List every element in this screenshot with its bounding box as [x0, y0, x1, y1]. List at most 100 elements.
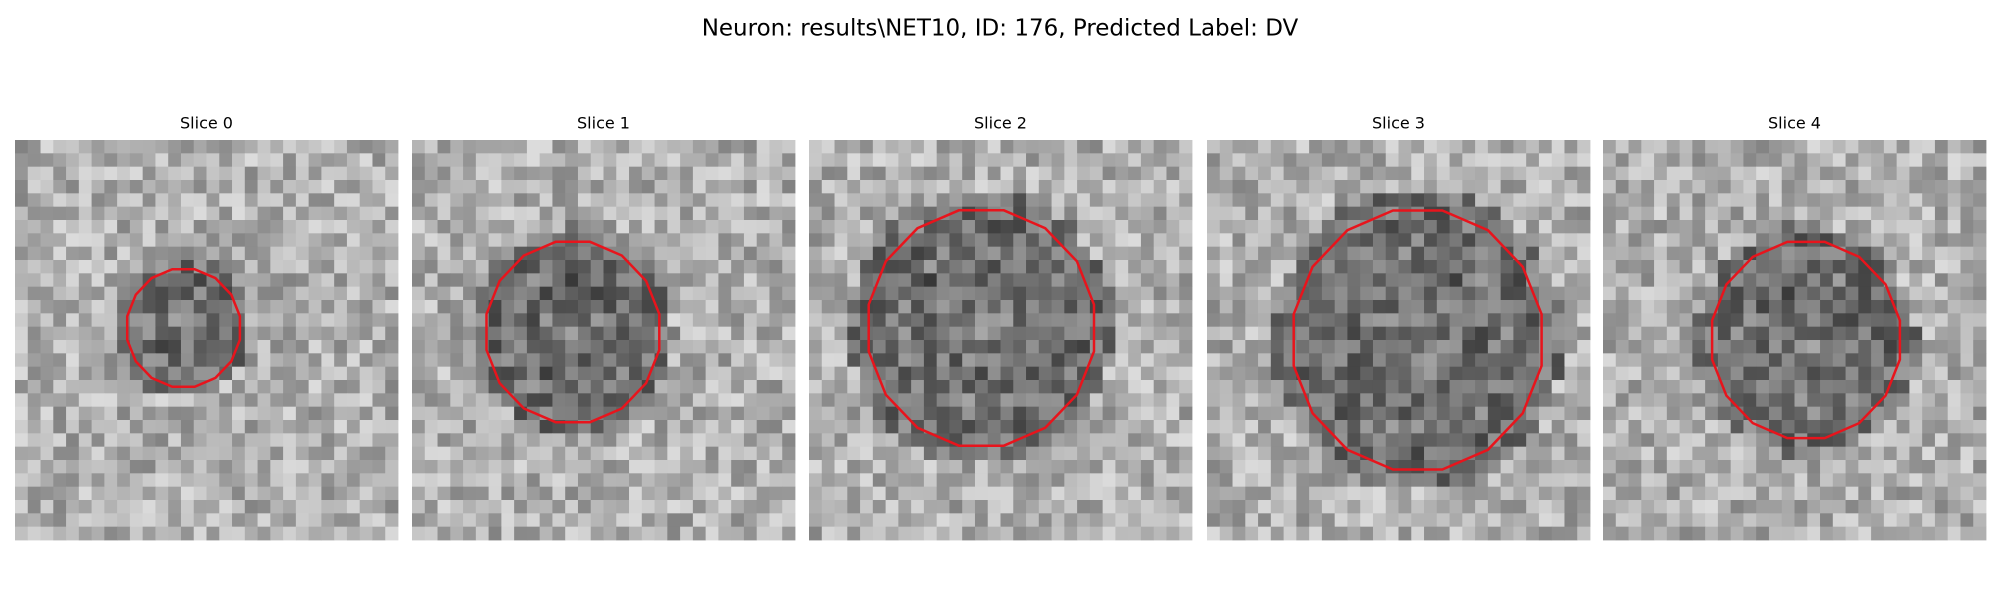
pixel [142, 500, 156, 514]
pixel [1219, 513, 1233, 528]
pixel [743, 220, 758, 234]
pixel [1679, 273, 1693, 288]
pixel [1153, 153, 1167, 168]
pixel [1615, 446, 1629, 461]
pixel [1705, 513, 1719, 528]
pixel [756, 460, 770, 474]
pixel [692, 406, 707, 421]
pixel [949, 366, 963, 381]
pixel [731, 486, 745, 501]
pixel [463, 260, 477, 274]
pixel [692, 420, 707, 434]
pixel [66, 286, 80, 301]
pixel [898, 326, 912, 341]
pixel [974, 366, 989, 381]
pixel [66, 486, 80, 501]
pixel [27, 166, 41, 181]
pixel [40, 393, 54, 408]
pixel [232, 233, 246, 248]
pixel [475, 513, 489, 528]
pixel [1436, 193, 1450, 208]
pixel [705, 313, 719, 328]
pixel [1166, 500, 1180, 514]
pixel [847, 513, 861, 528]
pixel [1666, 220, 1680, 234]
pixel [219, 460, 233, 474]
pixel [552, 353, 566, 368]
pixel [1207, 393, 1221, 408]
pixel [1947, 433, 1961, 448]
pixel [1270, 353, 1284, 368]
pixel [142, 393, 156, 408]
pixel [450, 246, 464, 261]
pixel [1153, 446, 1167, 461]
pixel [53, 180, 67, 194]
pixel [1960, 473, 1974, 488]
pixel [1832, 393, 1846, 408]
pixel [872, 246, 886, 261]
pixel [987, 206, 1001, 221]
pixel [1705, 433, 1719, 448]
pixel [1487, 233, 1502, 248]
pixel [1283, 513, 1297, 528]
pixel [1207, 460, 1221, 474]
pixel [834, 233, 848, 248]
pixel [1449, 166, 1463, 181]
pixel [616, 246, 630, 261]
pixel [475, 153, 489, 168]
pixel [1947, 326, 1961, 341]
pixel [450, 513, 464, 528]
pixel [577, 273, 592, 288]
pixel [424, 446, 438, 461]
pixel [821, 460, 835, 474]
pixel [1551, 380, 1565, 394]
pixel [257, 313, 271, 328]
pixel [590, 326, 604, 341]
pixel [1270, 300, 1284, 314]
pixel [1372, 420, 1387, 434]
pixel [1513, 380, 1527, 394]
pixel [565, 233, 579, 248]
pixel [270, 220, 284, 234]
pixel [15, 486, 29, 501]
pixel [898, 260, 912, 274]
pixel [206, 300, 220, 314]
pixel [1871, 233, 1885, 248]
pixel [295, 353, 310, 368]
pixel [1909, 406, 1923, 421]
pixel [1858, 260, 1872, 274]
pixel [1321, 420, 1336, 434]
pixel [1347, 260, 1361, 274]
pixel [911, 166, 925, 181]
pixel [898, 206, 912, 221]
pixel [1756, 206, 1770, 221]
pixel [1000, 486, 1014, 501]
pixel [1513, 166, 1527, 181]
pixel [1807, 286, 1821, 301]
pixel [987, 380, 1001, 394]
pixel [193, 406, 207, 421]
pixel [1449, 393, 1463, 408]
pixel [270, 180, 284, 194]
pixel [603, 313, 617, 328]
pixel [1973, 260, 1987, 274]
pixel [834, 206, 848, 221]
pixel [860, 380, 874, 394]
pixel [1309, 380, 1323, 394]
pixel [1973, 273, 1987, 288]
pixel [1398, 420, 1412, 434]
pixel [860, 526, 874, 541]
pixel [168, 460, 182, 474]
pixel [193, 460, 207, 474]
pixel [270, 340, 284, 354]
pixel [437, 220, 451, 234]
pixel [1219, 420, 1233, 434]
pixel [936, 353, 950, 368]
pixel [1500, 220, 1514, 234]
pixel [641, 233, 655, 248]
pixel [66, 273, 80, 288]
pixel [1232, 326, 1246, 341]
pixel [1153, 286, 1167, 301]
pixel [565, 366, 579, 381]
pixel [552, 153, 566, 168]
